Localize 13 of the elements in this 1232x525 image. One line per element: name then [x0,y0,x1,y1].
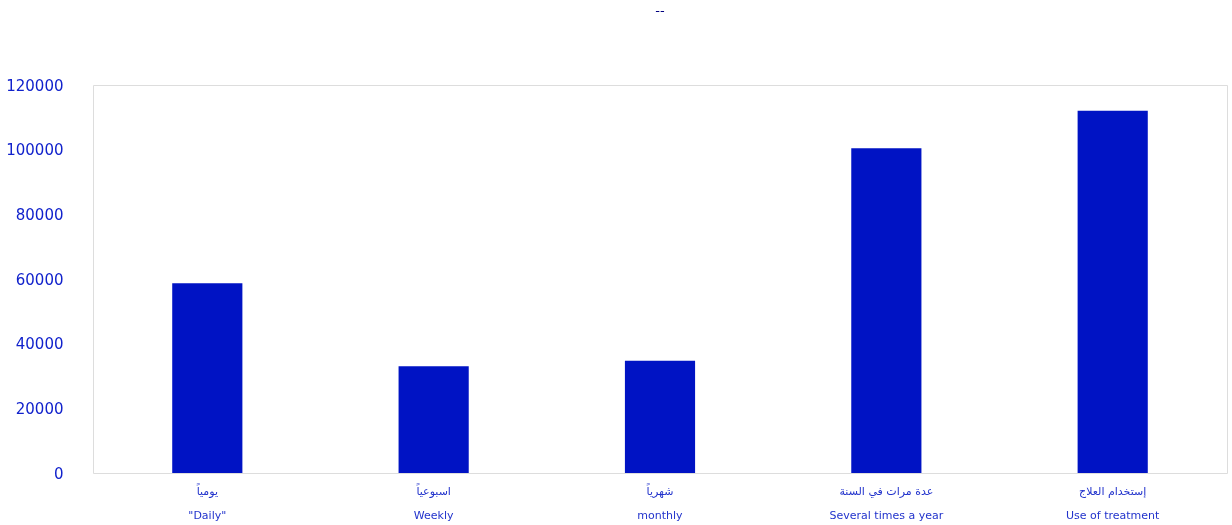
bar [1077,110,1148,473]
y-tick-label: 40000 [15,335,64,354]
bar [398,366,469,473]
y-tick-label: 80000 [15,205,64,224]
y-tick-label: 20000 [15,399,64,418]
y-tick-label: 60000 [15,270,64,289]
bar [172,283,243,473]
chart-title: -- [655,3,665,18]
y-tick-label: 120000 [6,76,64,95]
y-tick-label: 100000 [6,141,64,160]
bar [624,360,696,473]
bar [851,148,922,473]
y-tick-label: 0 [53,464,64,483]
